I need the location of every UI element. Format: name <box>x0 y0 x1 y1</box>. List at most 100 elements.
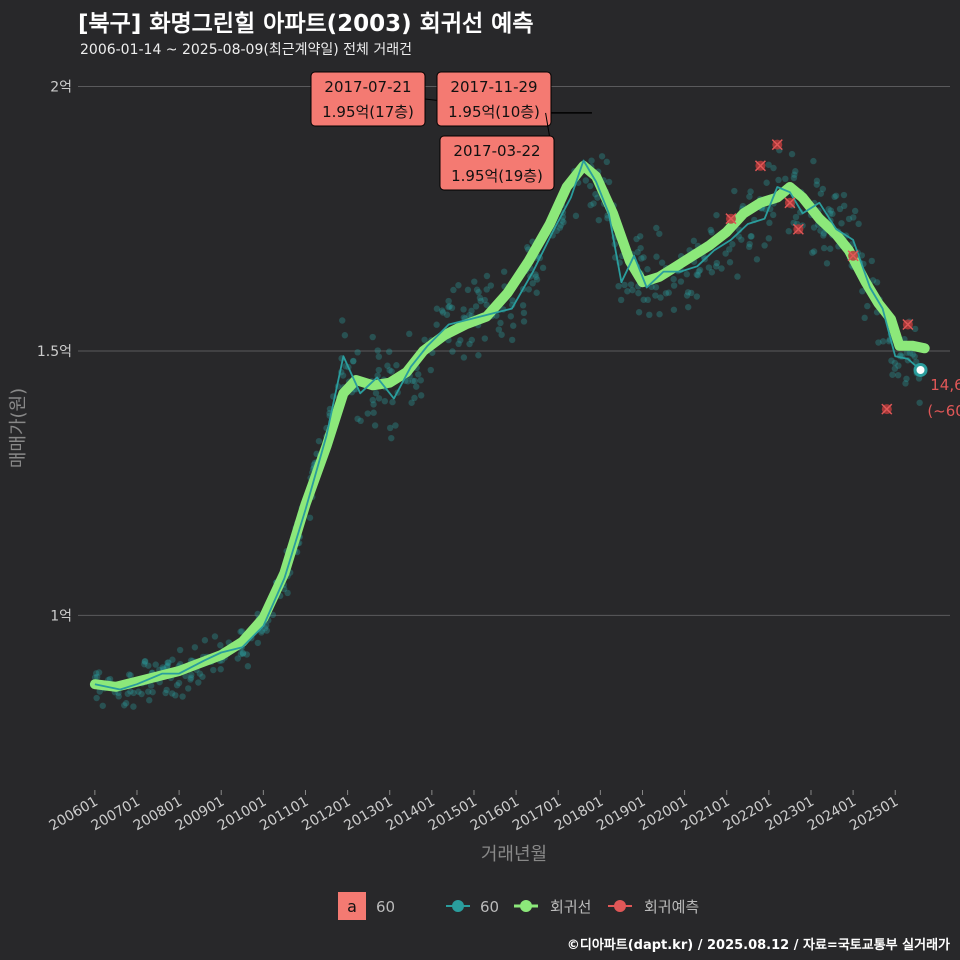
y-tick-labels: 1억 1.5억 2억 <box>37 79 72 624</box>
scatter-point <box>481 296 488 304</box>
scatter-point <box>841 202 848 210</box>
scatter-point <box>792 213 800 221</box>
scatter-point <box>411 394 418 402</box>
scatter-point <box>909 351 917 358</box>
scatter-point <box>810 224 818 231</box>
scatter-point <box>858 252 866 259</box>
scatter-point <box>163 686 170 694</box>
scatter-point <box>439 309 447 316</box>
scatter-point <box>393 362 400 369</box>
scatter-point <box>475 288 482 296</box>
y-tick-label-2: 2억 <box>50 79 72 95</box>
scatter-point <box>386 348 393 355</box>
scatter-point <box>820 232 827 239</box>
scatter-point <box>165 659 172 666</box>
scatter-point <box>656 230 663 237</box>
scatter-point <box>124 690 131 697</box>
scatter-point <box>254 639 262 647</box>
scatter-point <box>635 309 643 316</box>
last-point-marker <box>913 362 928 377</box>
annotation-date-2: 2017-03-22 <box>453 142 540 160</box>
scatter-point <box>188 671 195 679</box>
scatter-point <box>497 319 504 327</box>
scatter-point <box>598 153 606 160</box>
scatter-point <box>889 371 896 378</box>
scatter-point <box>746 193 753 200</box>
scatter-point <box>557 222 565 229</box>
scatter-point <box>427 366 434 374</box>
forecast-cross-1 <box>754 160 766 172</box>
scatter-point <box>653 253 660 260</box>
scatter-point <box>644 266 651 273</box>
scatter-point <box>406 330 413 338</box>
scatter-point <box>460 306 467 313</box>
scatter-point <box>95 669 103 676</box>
last-point-value: 14,640 <box>930 376 960 394</box>
legend-60-marker <box>452 900 464 912</box>
scatter-point <box>520 309 528 317</box>
scatter-point <box>582 177 590 184</box>
scatter-point <box>477 297 484 305</box>
scatter-point <box>782 175 789 183</box>
scatter-point <box>457 337 464 344</box>
scatter-point <box>381 397 389 405</box>
scatter-point <box>670 306 678 313</box>
scatter-point <box>141 660 148 668</box>
scatter-point <box>460 314 468 321</box>
annotation-label-2: 1.95억(19층) <box>451 167 543 185</box>
scatter-point <box>635 289 642 297</box>
scatter-point <box>838 220 845 227</box>
scatter-point <box>765 235 773 242</box>
scatter-point <box>693 271 701 278</box>
annotation-date-1: 2017-11-29 <box>450 78 537 96</box>
scatter-point <box>656 311 663 318</box>
scatter-point <box>636 233 644 240</box>
legend-forecast-marker <box>614 900 626 912</box>
scatter-point <box>864 302 871 310</box>
scatter-point <box>817 190 825 197</box>
scatter-point <box>408 399 415 406</box>
scatter-point <box>141 658 149 665</box>
scatter-point <box>532 271 539 278</box>
legend-size-label: 60 <box>376 898 395 916</box>
y-tick-label-0: 1억 <box>50 608 72 624</box>
scatter-point <box>665 289 672 296</box>
scatter-point <box>237 628 244 635</box>
scatter-point <box>210 666 217 674</box>
scatter-point <box>162 689 169 697</box>
scatter-point <box>792 168 799 175</box>
forecast-points: 14,640 (~60㎡) <box>725 139 960 420</box>
scatter-point <box>217 642 224 649</box>
scatter-point <box>234 655 241 662</box>
scatter-point <box>164 659 171 666</box>
scatter-point <box>653 224 660 232</box>
scatter-point <box>790 174 798 182</box>
scatter-point <box>894 371 902 379</box>
scatter-point <box>809 249 816 256</box>
scatter-point <box>652 284 660 291</box>
scatter-point <box>826 210 834 217</box>
scatter-point <box>354 415 361 423</box>
scatter-point <box>832 192 840 199</box>
scatter-point <box>810 248 818 255</box>
scatter-point <box>775 176 782 184</box>
scatter-point <box>533 289 540 296</box>
scatter-point <box>483 286 490 293</box>
scatter-point <box>371 422 379 429</box>
scatter-point <box>315 437 323 445</box>
scatter-point <box>306 514 314 521</box>
scatter-point <box>508 336 516 344</box>
scatter-point <box>443 311 451 318</box>
scatter-point <box>433 321 440 328</box>
scatter-point <box>93 673 101 681</box>
scatter-point <box>640 296 647 303</box>
scatter-point <box>855 220 862 228</box>
forecast-cross-5 <box>847 250 859 262</box>
scatter-point <box>911 353 918 360</box>
scatter-point <box>466 312 473 319</box>
scatter-point <box>375 395 383 402</box>
scatter-point <box>747 233 754 240</box>
scatter-point <box>590 200 597 207</box>
chart-title: [북구] 화명그린힐 아파트(2003) 회귀선 예측 <box>78 11 534 37</box>
scatter-point <box>147 682 155 689</box>
